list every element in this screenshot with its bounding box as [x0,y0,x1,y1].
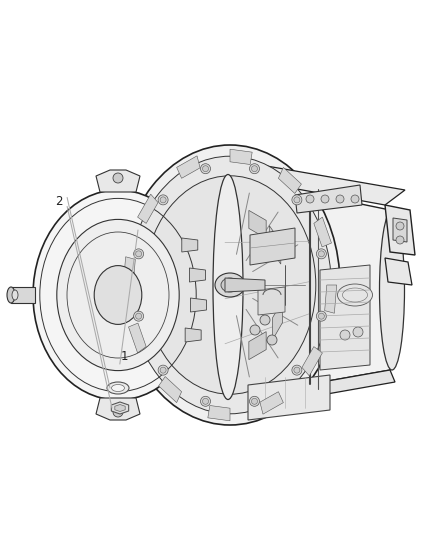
Circle shape [201,164,211,174]
Ellipse shape [213,174,243,400]
Polygon shape [115,405,125,411]
Circle shape [202,398,208,405]
Ellipse shape [94,265,142,325]
Polygon shape [185,328,201,342]
Ellipse shape [12,290,18,300]
Circle shape [201,397,211,406]
Polygon shape [249,211,266,238]
Polygon shape [138,194,158,223]
Ellipse shape [379,210,405,370]
Polygon shape [177,156,200,179]
Ellipse shape [144,176,316,394]
Polygon shape [302,346,322,376]
Polygon shape [393,218,407,242]
Circle shape [134,311,144,321]
Circle shape [340,330,350,340]
Polygon shape [96,170,140,192]
Circle shape [113,173,123,183]
Circle shape [158,365,168,375]
Text: 1: 1 [121,350,129,362]
Ellipse shape [338,284,372,306]
Polygon shape [225,278,265,292]
Polygon shape [385,258,412,285]
Circle shape [316,249,326,259]
Polygon shape [191,298,206,312]
Ellipse shape [57,220,179,370]
Ellipse shape [7,287,15,303]
Circle shape [267,335,277,345]
Polygon shape [128,323,146,353]
Text: 2: 2 [55,195,63,208]
Circle shape [321,195,329,203]
Circle shape [134,249,144,259]
Circle shape [318,251,325,257]
Circle shape [160,197,166,203]
Circle shape [250,164,259,174]
Polygon shape [269,225,281,264]
Polygon shape [159,376,182,402]
Circle shape [136,313,141,319]
Ellipse shape [120,145,340,425]
Circle shape [292,365,302,375]
Polygon shape [96,398,140,420]
Circle shape [292,195,302,205]
Circle shape [251,398,258,405]
Ellipse shape [215,273,245,297]
Ellipse shape [112,384,124,392]
Polygon shape [385,205,415,255]
Circle shape [250,397,259,406]
Polygon shape [189,268,205,282]
Circle shape [251,166,258,172]
Polygon shape [111,402,129,414]
Polygon shape [320,265,370,370]
Circle shape [336,195,344,203]
Ellipse shape [33,190,203,400]
Polygon shape [220,160,405,205]
Polygon shape [182,238,198,252]
Circle shape [351,195,359,203]
Polygon shape [325,285,337,313]
Circle shape [158,195,168,205]
Polygon shape [279,167,301,193]
Circle shape [260,315,270,325]
Circle shape [316,311,326,321]
Polygon shape [295,185,362,213]
Polygon shape [220,175,390,400]
Polygon shape [230,149,252,165]
Polygon shape [314,217,332,247]
Circle shape [396,236,404,244]
Polygon shape [272,300,283,340]
Polygon shape [11,287,35,303]
Circle shape [306,195,314,203]
Circle shape [294,197,300,203]
Ellipse shape [221,278,239,292]
Polygon shape [248,375,330,420]
Circle shape [353,327,363,337]
Polygon shape [260,392,283,414]
Circle shape [136,251,141,257]
Polygon shape [220,370,395,412]
Circle shape [294,367,300,373]
Polygon shape [124,257,135,285]
Ellipse shape [107,382,129,394]
Circle shape [160,367,166,373]
Polygon shape [250,228,295,265]
Circle shape [250,325,260,335]
Ellipse shape [129,156,331,414]
Polygon shape [258,287,285,315]
Polygon shape [249,332,266,360]
Circle shape [202,166,208,172]
Circle shape [318,313,325,319]
Circle shape [396,222,404,230]
Polygon shape [208,406,230,421]
Circle shape [113,407,123,417]
